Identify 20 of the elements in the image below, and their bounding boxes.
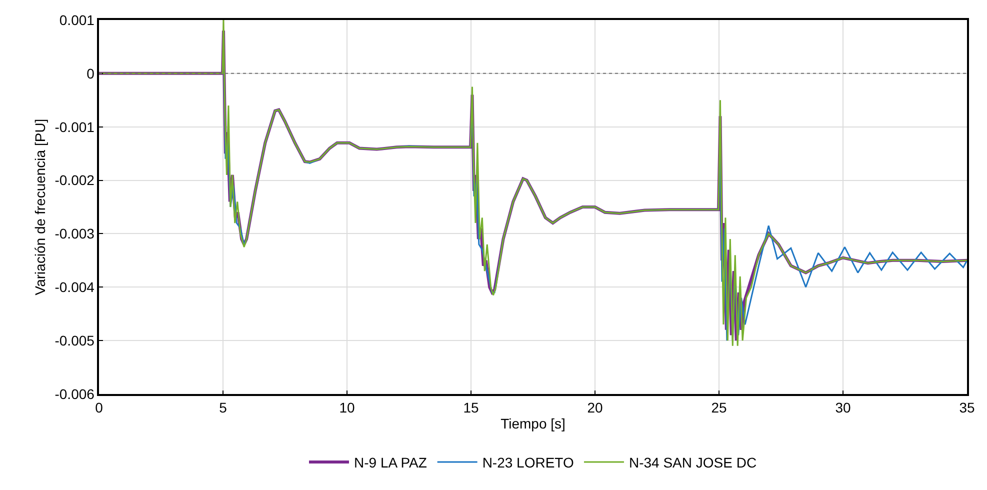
y-tick-label: 0.001 [59, 12, 95, 28]
x-tick-label: 10 [339, 400, 355, 416]
y-tick-label: -0.004 [54, 279, 95, 296]
y-tick-label: -0.002 [54, 172, 95, 188]
y-axis-title: Variación de frecuencia [PU] [32, 118, 48, 296]
legend-label: N-9 LA PAZ [354, 454, 428, 470]
x-tick-label: 30 [835, 400, 851, 416]
x-tick-label: 15 [463, 400, 479, 416]
x-tick-label: 25 [711, 400, 727, 416]
y-tick-label: -0.005 [54, 332, 95, 348]
legend-label: N-23 LORETO [482, 454, 574, 470]
y-tick-label: -0.003 [54, 226, 95, 242]
legend-label: N-34 SAN JOSE DC [628, 454, 757, 470]
y-tick-label: -0.001 [54, 118, 95, 135]
x-tick-label: 35 [959, 400, 975, 416]
x-axis-title: Tiempo [s] [500, 415, 566, 432]
y-tick-label: -0.006 [54, 386, 95, 402]
x-tick-label: 5 [219, 400, 228, 416]
x-tick-label: 20 [587, 400, 603, 416]
y-tick-label: 0 [86, 65, 95, 82]
